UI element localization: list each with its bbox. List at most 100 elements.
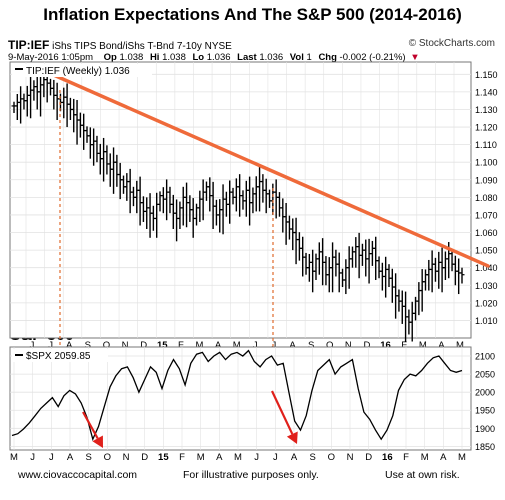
vol-label: Vol bbox=[289, 52, 304, 63]
x-tick-label: A bbox=[216, 452, 223, 463]
y-tick-label: 1.100 bbox=[475, 158, 498, 168]
y-tick-label: 1850 bbox=[475, 442, 495, 452]
x-tick-label: M bbox=[456, 340, 464, 351]
arrow-shaft bbox=[271, 390, 294, 435]
tip-ief-y-axis: 1.010 1.020 1.030 1.040 1.050 1.060 1.070 1.080… bbox=[475, 70, 498, 326]
y-tick-label: 1.010 bbox=[475, 316, 498, 326]
y-tick-label: 1.080 bbox=[475, 193, 498, 203]
tip-ief-legend-swatch bbox=[15, 68, 23, 70]
y-tick-label: 1.030 bbox=[475, 281, 498, 291]
red-arrow-icon bbox=[271, 390, 298, 444]
x-tick-label: F bbox=[403, 452, 409, 463]
y-tick-label: 1.140 bbox=[475, 87, 498, 97]
y-tick-label: 1.110 bbox=[475, 140, 497, 150]
footer-note: For illustrative purposes only. bbox=[183, 469, 319, 481]
arrow-head bbox=[286, 431, 298, 444]
x-tick-label: M bbox=[233, 340, 241, 351]
symbol-line: TIP:IEF iShs TIPS Bond/iShs T-Bnd 7-10y … bbox=[8, 38, 232, 52]
quote-line: 9-May-2016 1:05pm Op 1.038 Hi 1.038 Lo 1… bbox=[8, 52, 420, 63]
x-tick-label: S bbox=[85, 452, 91, 463]
y-tick-label: 1.020 bbox=[475, 298, 498, 308]
x-tick-label: A bbox=[289, 340, 296, 351]
last-label: Last bbox=[237, 52, 257, 63]
high-value: 1.038 bbox=[162, 52, 186, 63]
tip-ief-x-axis: J J A S O N D 15 F M A M J J A S O N D 16 F M A M bbox=[30, 340, 464, 351]
y-tick-label: 1.150 bbox=[475, 70, 498, 80]
spx-legend-swatch bbox=[15, 354, 23, 356]
x-tick-label: M bbox=[419, 340, 427, 351]
y-tick-label: 1.130 bbox=[475, 105, 498, 115]
x-tick-label: N bbox=[123, 452, 130, 463]
x-tick-label: A bbox=[291, 452, 298, 463]
spx-plot-frame bbox=[9, 346, 472, 451]
x-tick-label: D bbox=[365, 452, 372, 463]
symbol: TIP:IEF bbox=[8, 38, 50, 52]
x-tick-label: J bbox=[272, 340, 277, 351]
y-tick-label: 1.090 bbox=[475, 175, 498, 185]
x-tick-label: D bbox=[364, 340, 371, 351]
x-tick-label: J bbox=[30, 452, 35, 463]
x-tick-label: N bbox=[345, 340, 352, 351]
brand-label: © StockCharts.com bbox=[408, 38, 495, 49]
footer-risk: Use at own risk. bbox=[385, 469, 460, 481]
tip-ief-legend: TIP:IEF (Weekly) 1.036 bbox=[26, 66, 130, 77]
y-tick-label: 1.120 bbox=[475, 123, 498, 133]
vol-value: 1 bbox=[306, 52, 312, 63]
x-tick-label: A bbox=[440, 452, 447, 463]
chg-label: Chg bbox=[318, 52, 337, 63]
x-tick-label: O bbox=[104, 452, 111, 463]
symbol-description: iShs TIPS Bond/iShs T-Bnd 7-10y bbox=[52, 41, 202, 52]
y-tick-label: 1.050 bbox=[475, 246, 498, 256]
x-tick-label: D bbox=[141, 452, 148, 463]
x-tick-label: D bbox=[140, 340, 147, 351]
y-tick-label: 1900 bbox=[475, 424, 495, 434]
spx-legend-box bbox=[12, 349, 108, 362]
x-tick-label: A bbox=[215, 340, 222, 351]
x-tick-label: O bbox=[328, 452, 335, 463]
last-value: 1.036 bbox=[259, 52, 284, 63]
x-tick-label: A bbox=[67, 452, 74, 463]
y-tick-label: 2100 bbox=[475, 352, 495, 362]
chg-value: -0.002 (-0.21%) bbox=[339, 52, 406, 63]
x-tick-label: M bbox=[421, 452, 429, 463]
arrow-head bbox=[92, 435, 103, 448]
x-tick-label: S bbox=[308, 340, 314, 351]
arrow-annotations bbox=[82, 390, 298, 448]
x-tick-label: J bbox=[254, 452, 259, 463]
x-tick-label: F bbox=[179, 452, 185, 463]
spx-x-axis: M J J A S O N D 15 F M A M J J A S O N D 16 F M A M bbox=[10, 452, 466, 463]
x-tick-label: O bbox=[326, 340, 333, 351]
y-tick-label: 2050 bbox=[475, 370, 495, 380]
y-tick-label: 2000 bbox=[475, 388, 495, 398]
spx-y-axis: 1850 1900 1950 2000 2050 2100 bbox=[475, 352, 495, 452]
exchange: NYSE bbox=[204, 41, 232, 52]
x-tick-label: J bbox=[273, 452, 278, 463]
quote-date: 9-May-2016 1:05pm bbox=[8, 52, 94, 63]
x-tick-label: J bbox=[253, 340, 258, 351]
open-label: Op bbox=[103, 52, 117, 63]
x-tick-label: O bbox=[103, 340, 110, 351]
x-tick-label: N bbox=[122, 340, 129, 351]
x-tick-label: N bbox=[347, 452, 354, 463]
tip-ief-grid bbox=[10, 62, 471, 338]
x-tick-label: F bbox=[401, 340, 407, 351]
downtrend-line bbox=[38, 67, 490, 268]
x-tick-label: S bbox=[85, 340, 91, 351]
chart-title: Inflation Expectations And The S&P 500 (… bbox=[43, 5, 462, 24]
x-tick-label: 15 bbox=[158, 452, 169, 463]
footer-website[interactable]: www.ciovaccocapital.com bbox=[18, 469, 138, 481]
y-tick-label: 1.040 bbox=[475, 263, 498, 273]
y-tick-label: 1.070 bbox=[475, 210, 498, 220]
x-tick-label: 16 bbox=[380, 340, 391, 351]
x-tick-label: J bbox=[30, 340, 35, 351]
red-arrow-icon bbox=[82, 411, 103, 448]
x-tick-label: J bbox=[48, 340, 53, 351]
x-tick-label: M bbox=[197, 452, 205, 463]
x-tick-label: A bbox=[438, 340, 445, 351]
spx-grid bbox=[10, 347, 471, 450]
x-tick-label: 15 bbox=[157, 340, 168, 351]
low-label: Lo bbox=[192, 52, 205, 63]
y-tick-label: 1950 bbox=[475, 406, 495, 416]
x-tick-label: M bbox=[234, 452, 242, 463]
